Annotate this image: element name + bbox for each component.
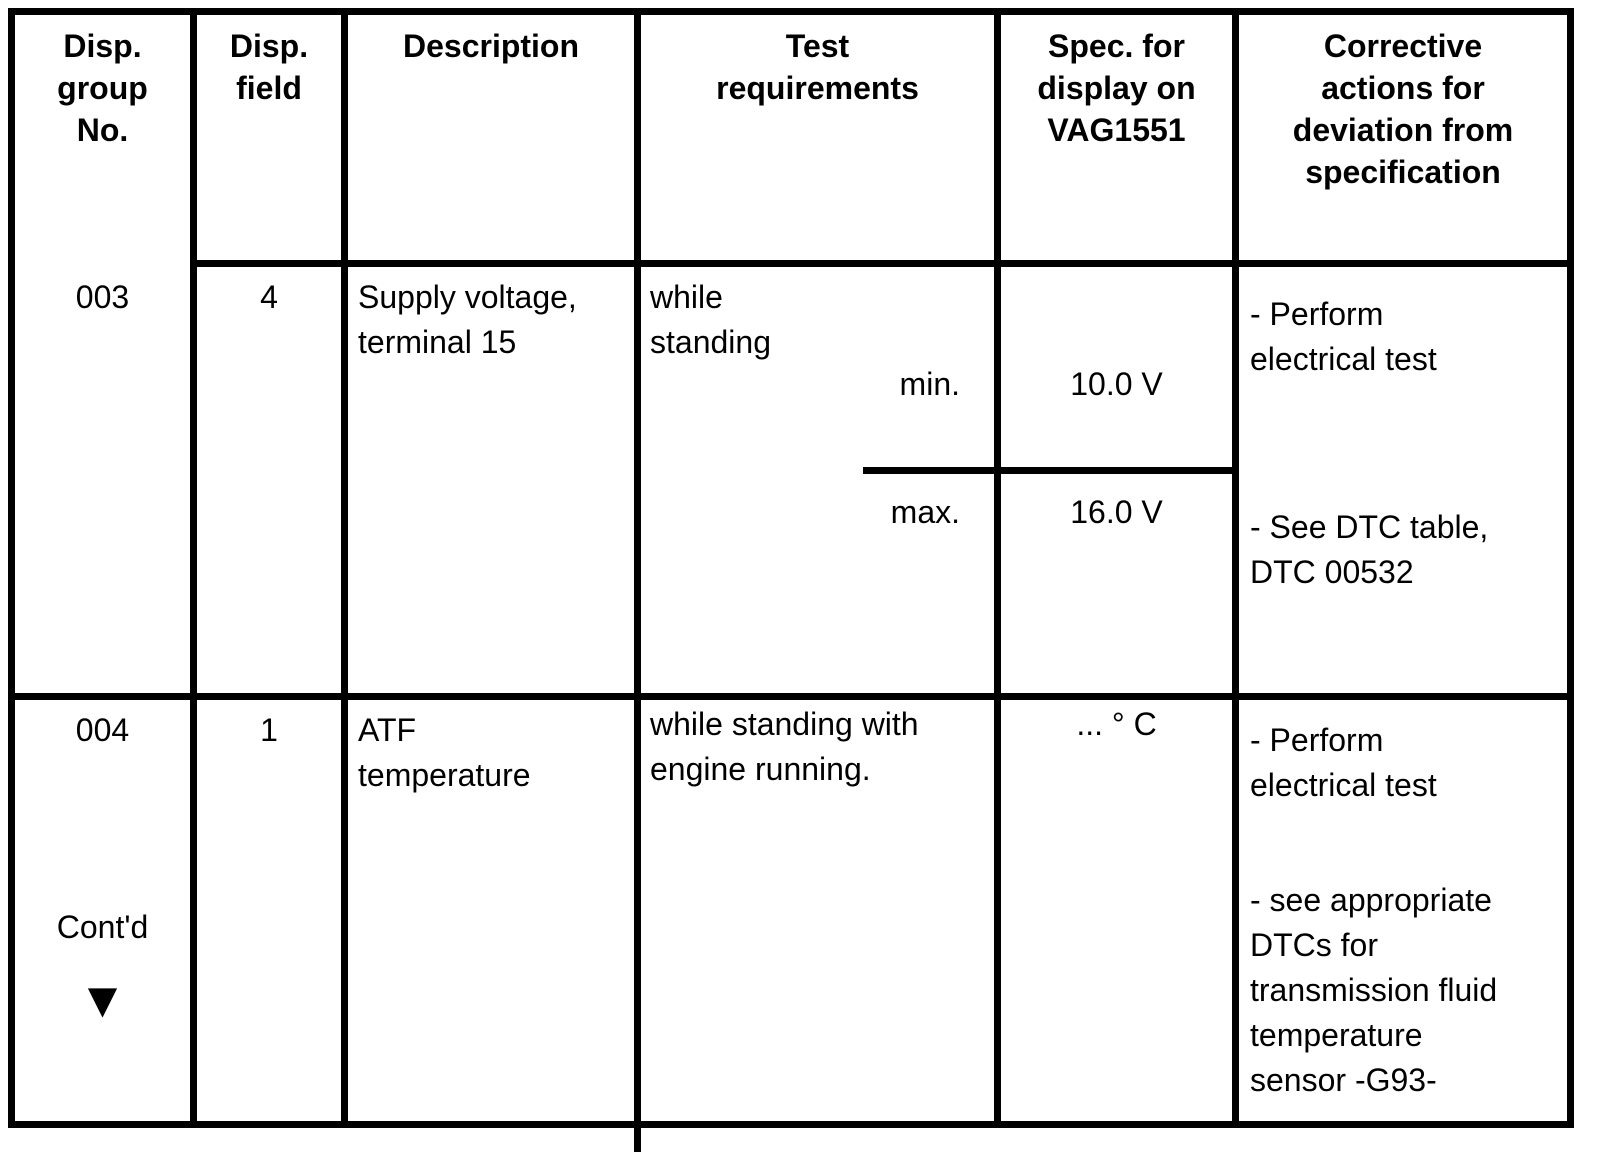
row-004-group-no: 004 [75,712,130,748]
column-divider-1 [190,8,197,1128]
header-disp-field: Disp. field [229,28,309,106]
min-max-divider [863,467,1239,474]
row-004-test-condition: while standing with engine running. [650,706,919,787]
row-004-disp-field: 1 [260,712,278,748]
row-separator [8,693,1574,700]
table-outer-border [8,8,1574,1128]
column-divider-3 [634,8,641,1152]
row-003-disp-field: 4 [260,279,278,315]
row-003-action-2: - See DTC table, DTC 00532 [1250,509,1489,590]
row-003-max-label: max. [890,494,960,530]
row-003-action-1: - Perform electrical test [1250,296,1437,377]
row-003-max-spec: 16.0 V [1070,494,1163,530]
header-disp-group-no: Disp. group No. [57,28,148,148]
header-bottom-border [190,260,1574,267]
continuation-arrow-icon: ▼ [77,972,128,1028]
header-corrective-actions: Corrective actions for deviation from sp… [1292,28,1514,190]
row-003-min-label: min. [899,366,960,402]
column-divider-5 [1232,8,1239,1128]
row-003-group-no: 003 [75,279,130,315]
header-description: Description [402,28,580,64]
row-003-min-spec: 10.0 V [1070,366,1163,402]
header-spec-for-display: Spec. for display on VAG1551 [1037,28,1196,148]
column-divider-4 [994,8,1001,1128]
header-test-requirements: Test requirements [716,28,919,106]
row-003-test-condition: while standing [650,279,771,360]
row-004-action-1: - Perform electrical test [1250,722,1437,803]
row-004-spec: ... ° C [1076,706,1157,742]
row-004-description: ATF temperature [358,712,531,793]
row-004-action-2: - see appropriate DTCs for transmission … [1250,882,1498,1098]
row-004-contd-label: Cont'd [56,909,149,945]
column-divider-2 [341,8,348,1128]
row-003-description: Supply voltage, terminal 15 [358,279,577,360]
